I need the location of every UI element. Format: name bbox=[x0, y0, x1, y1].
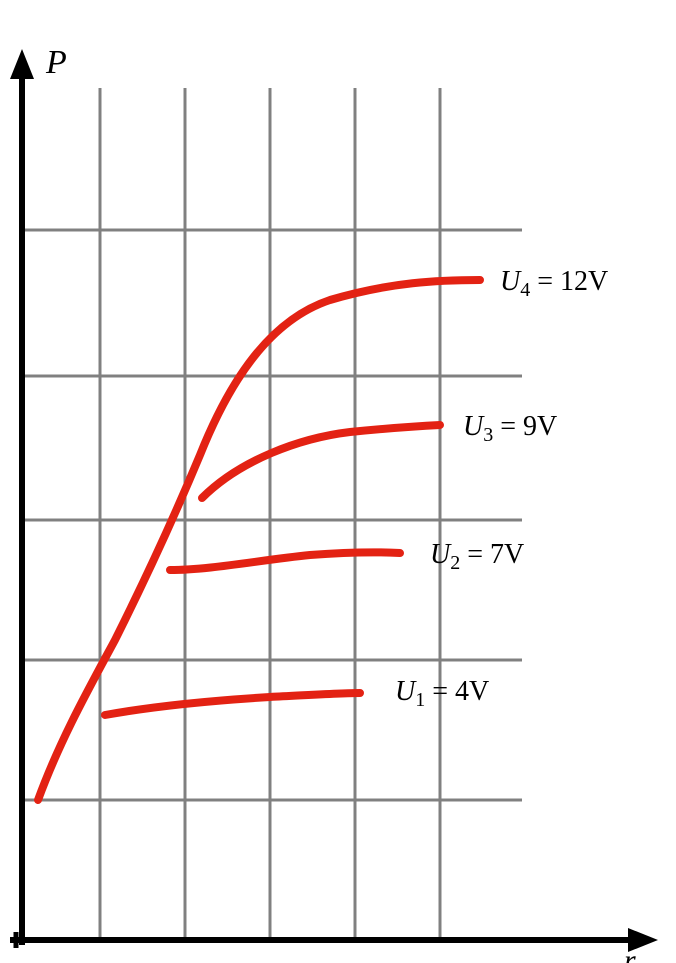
chart-svg: P r U4 = 12V U3 = 9V U2 = 7V U1 = 4V bbox=[0, 0, 676, 963]
series-label-u3: U3 = 9V bbox=[463, 411, 557, 446]
x-axis-title: r bbox=[624, 944, 636, 963]
chart-container: P r U4 = 12V U3 = 9V U2 = 7V U1 = 4V bbox=[0, 0, 676, 963]
y-axis-title: P bbox=[45, 44, 67, 81]
series-label-u4: U4 = 12V bbox=[500, 266, 608, 301]
series-label-u1: U1 = 4V bbox=[395, 676, 489, 711]
series-label-u2: U2 = 7V bbox=[430, 539, 524, 574]
